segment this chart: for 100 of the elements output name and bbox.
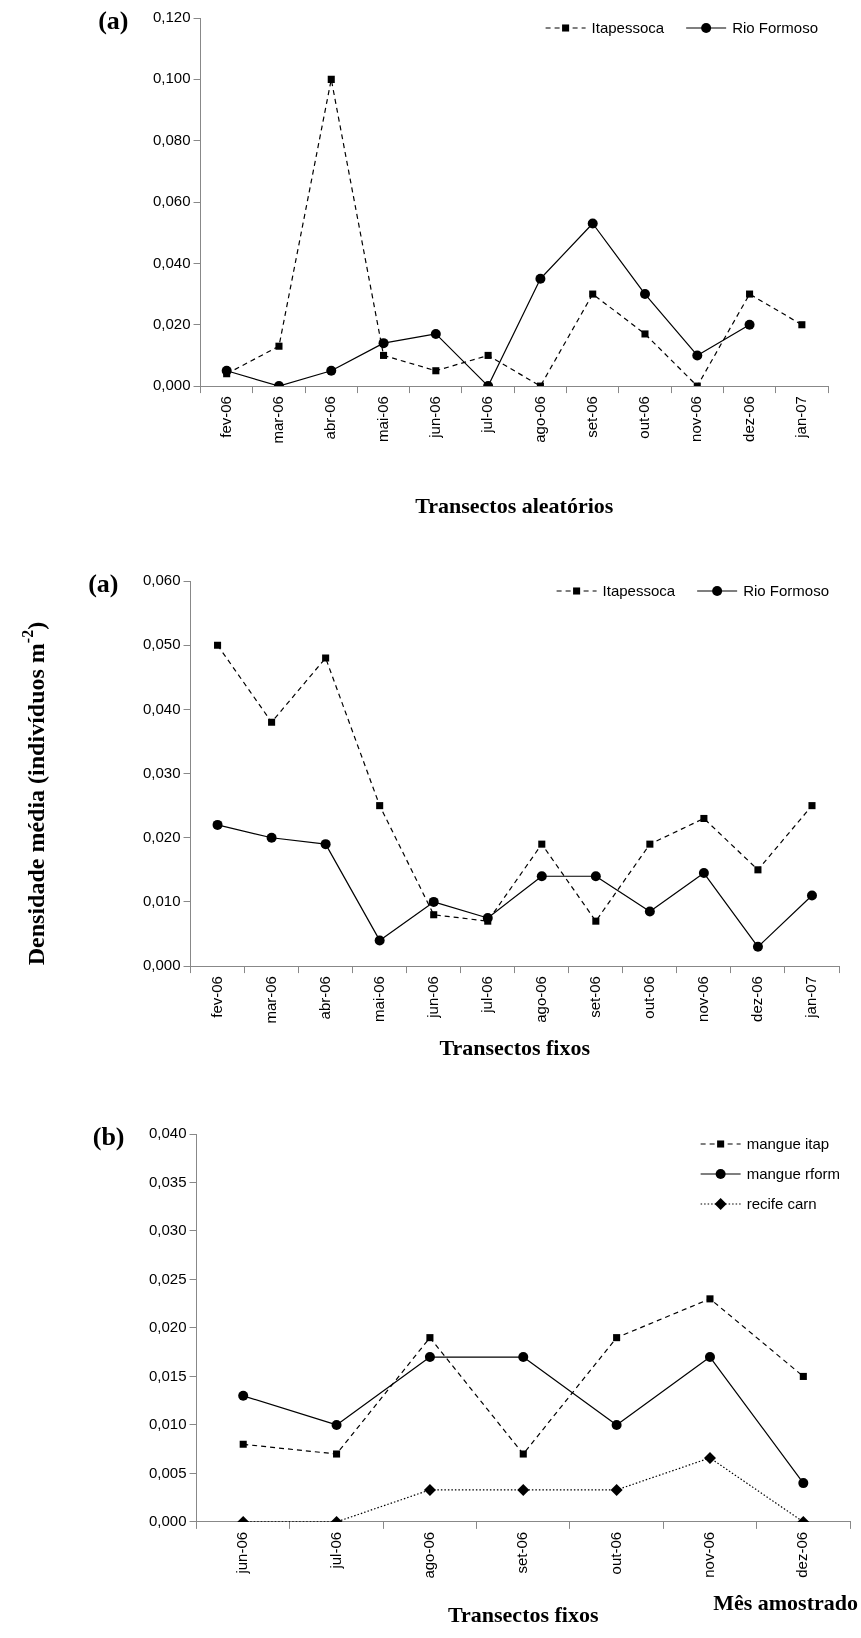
- point: [639, 289, 650, 300]
- point: [590, 871, 601, 882]
- x-tick-label: dez-06: [748, 976, 766, 1022]
- y-tick-label: 0,050: [142, 635, 181, 653]
- chart-title: (a): [98, 5, 129, 35]
- point: [698, 868, 709, 879]
- y-tick-label: 0,010: [148, 1415, 187, 1433]
- x-tick-label: out-06: [640, 976, 658, 1019]
- point: [214, 641, 222, 649]
- y-tick-label: 0,020: [152, 314, 191, 332]
- x-tick-label: set-06: [585, 976, 603, 1018]
- y-tick-label: 0,060: [142, 571, 181, 589]
- point: [536, 871, 547, 882]
- point: [611, 1419, 622, 1430]
- point: [275, 342, 283, 350]
- point: [646, 840, 654, 848]
- x-tick-label: set-06: [513, 1531, 531, 1574]
- point: [704, 1352, 715, 1363]
- point: [808, 802, 816, 810]
- point: [428, 896, 439, 907]
- point: [432, 367, 440, 375]
- y-tick-label: 0,040: [142, 699, 181, 717]
- point: [706, 1295, 714, 1303]
- legend-label: mangue rform: [746, 1165, 841, 1183]
- x-tick-label: nov-06: [687, 396, 705, 442]
- point: [754, 866, 762, 874]
- point: [746, 290, 754, 298]
- point: [752, 941, 763, 952]
- legend-label: recife carn: [746, 1195, 817, 1213]
- point: [518, 1352, 529, 1363]
- point: [744, 319, 755, 330]
- point: [430, 328, 441, 339]
- x-tick-label: abr-06: [315, 976, 333, 1020]
- x-tick-label: nov-06: [700, 1531, 718, 1578]
- y-tick-label: 0,040: [152, 253, 191, 271]
- legend-label: Itapessoca: [602, 582, 676, 600]
- x-tick-label: jun-06: [425, 396, 443, 439]
- point: [700, 814, 708, 823]
- point: [376, 802, 384, 810]
- x-tick-label: set-06: [582, 396, 600, 438]
- x-axis-title: Transectos fixos: [448, 1602, 599, 1628]
- point: [423, 1483, 436, 1496]
- y-tick-label: 0,005: [148, 1463, 187, 1481]
- x-tick-label: jul-06: [326, 1531, 344, 1570]
- x-tick-label: out-06: [635, 396, 653, 439]
- point: [517, 1483, 530, 1496]
- x-tick-label: ago-06: [531, 976, 549, 1023]
- x-tick-label: jan-07: [792, 396, 809, 439]
- point: [268, 718, 276, 726]
- x-tick-label: out-06: [606, 1531, 624, 1575]
- y-tick-label: 0,040: [148, 1124, 187, 1142]
- point: [589, 290, 597, 298]
- y-tick-label: 0,035: [148, 1172, 187, 1190]
- point: [644, 906, 655, 917]
- x-tick-label: jul-06: [478, 396, 496, 434]
- point: [592, 917, 600, 925]
- y-axis-title: Densidade média (indivíduos m-2): [19, 621, 50, 966]
- point: [331, 1419, 342, 1430]
- x-tick-label: mai-06: [369, 976, 387, 1022]
- point: [327, 75, 335, 83]
- x-tick-label: ago-06: [530, 396, 548, 443]
- y-tick-label: 0,010: [142, 892, 181, 910]
- x-tick-label: dez-06: [739, 396, 757, 442]
- chart-title: (a): [88, 568, 119, 598]
- x-tick-label: mar-06: [269, 396, 287, 444]
- y-tick-label: 0,025: [148, 1269, 187, 1287]
- x-axis-title: Transectos fixos: [439, 1035, 591, 1061]
- point: [692, 350, 703, 361]
- point: [482, 912, 493, 923]
- point: [322, 654, 330, 662]
- x-tick-label: nov-06: [694, 976, 712, 1022]
- y-tick-label: 0,000: [148, 1512, 187, 1530]
- point: [320, 839, 331, 850]
- y-tick-label: 0,100: [152, 69, 191, 87]
- point: [641, 330, 649, 338]
- point: [798, 1478, 809, 1489]
- point: [430, 911, 438, 919]
- x-tick-label: ago-06: [420, 1531, 438, 1579]
- y-tick-label: 0,080: [152, 130, 191, 148]
- x-tick-label: jan-07: [802, 976, 820, 1019]
- y-tick-label: 0,020: [142, 827, 181, 845]
- y-tick-label: 0,120: [152, 8, 191, 26]
- x-tick-label: jun-06: [233, 1531, 251, 1575]
- legend-label: mangue itap: [746, 1135, 830, 1153]
- x-tick-label: jun-06: [423, 976, 441, 1019]
- x-tick-label: fev-06: [207, 976, 225, 1018]
- point: [799, 1372, 807, 1380]
- x-tick-label: abr-06: [321, 396, 339, 440]
- x-tick-label: fev-06: [216, 396, 234, 438]
- point: [538, 840, 546, 848]
- x-tick-label: mai-06: [373, 396, 391, 442]
- y-tick-label: 0,060: [152, 192, 191, 210]
- point: [519, 1450, 527, 1458]
- y-tick-label: 0,030: [148, 1221, 187, 1239]
- point: [535, 273, 546, 284]
- legend-label: Rio Formoso: [732, 19, 818, 37]
- y-tick-label: 0,030: [142, 763, 181, 781]
- point: [239, 1440, 247, 1448]
- point: [587, 218, 598, 229]
- y-tick-label: 0,015: [148, 1366, 187, 1384]
